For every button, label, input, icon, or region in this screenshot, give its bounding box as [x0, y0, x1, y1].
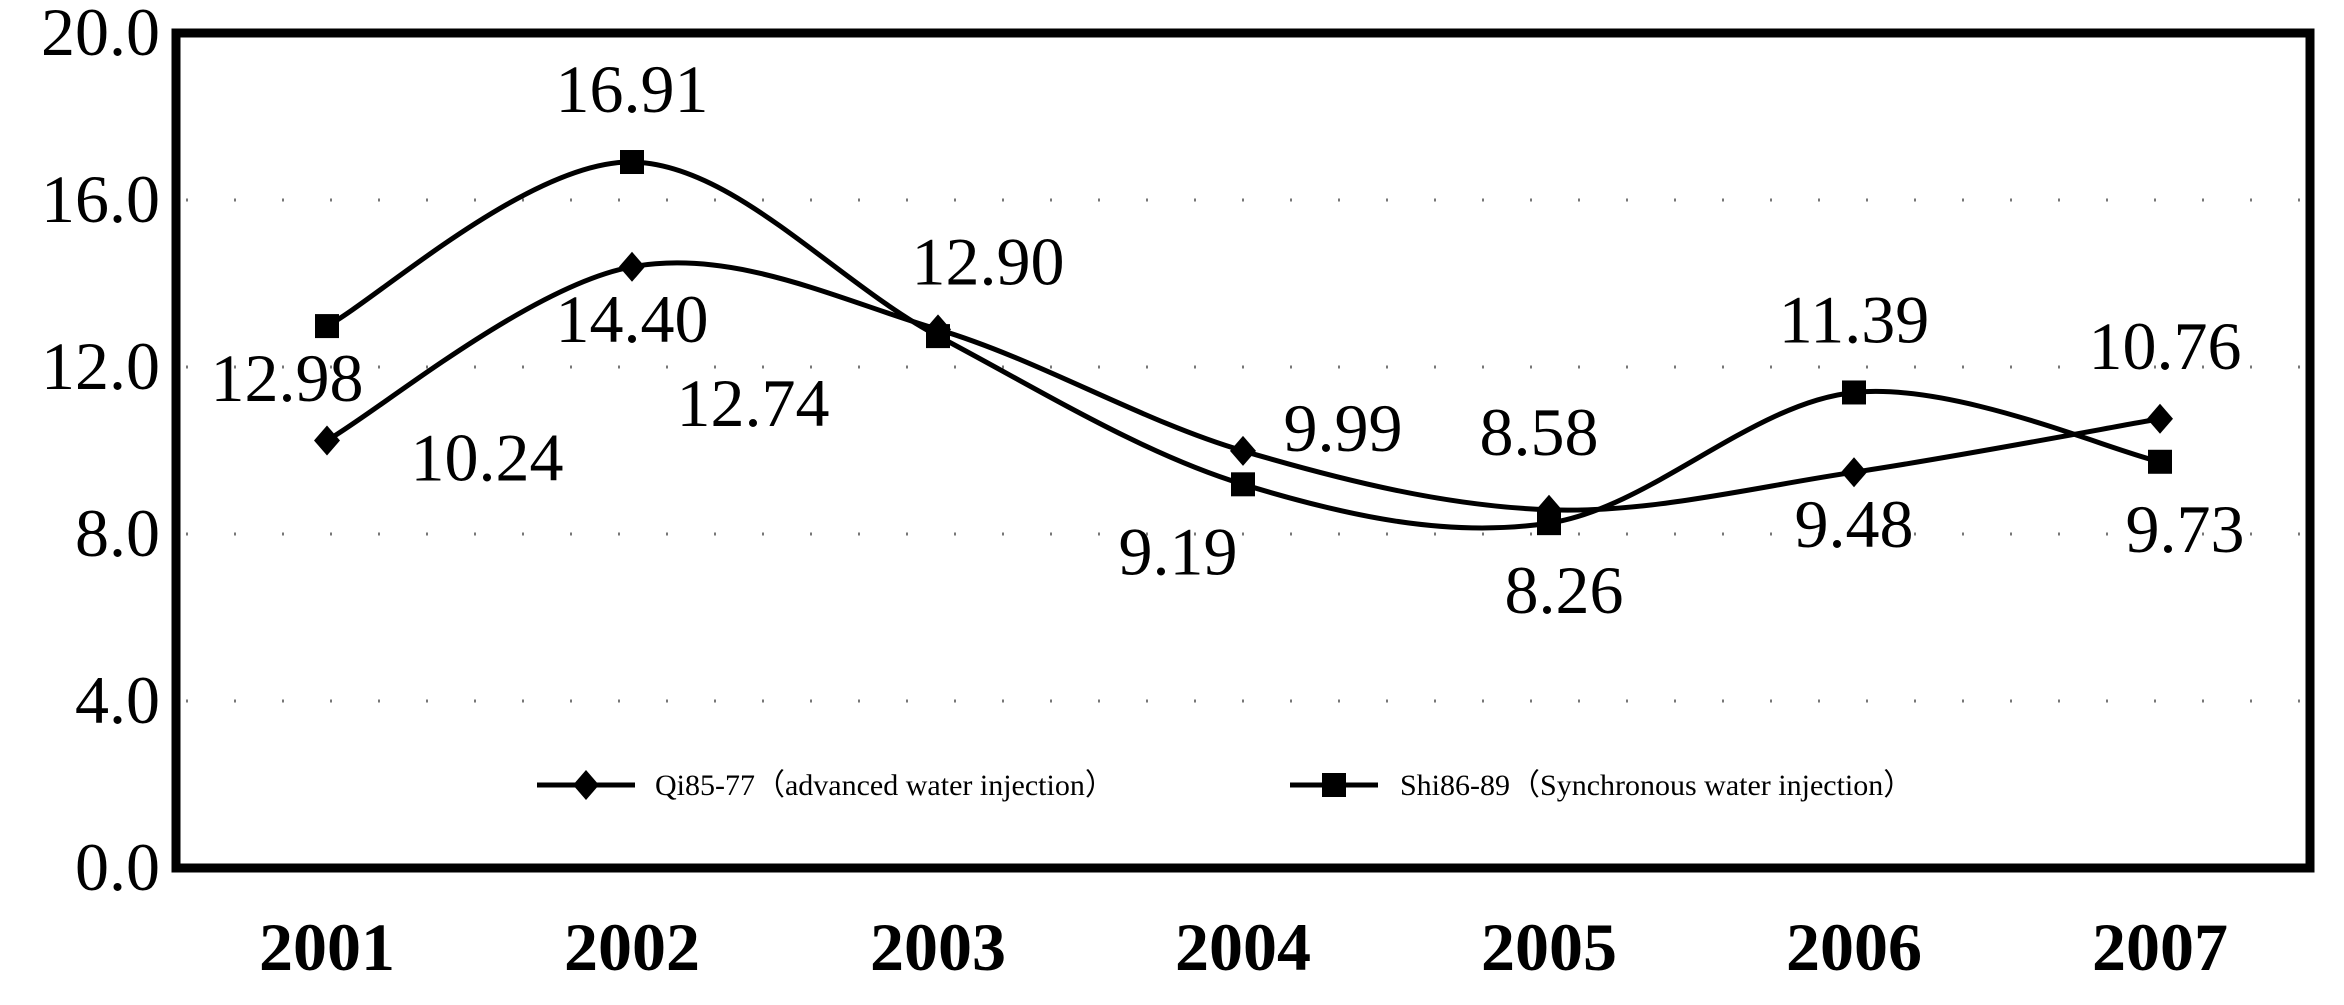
x-tick-label: 2006	[1786, 909, 1922, 985]
x-tick-label: 2007	[2092, 909, 2228, 985]
data-label: 9.99	[1284, 390, 1403, 466]
y-tick-label: 8.0	[75, 495, 160, 571]
data-label: 16.91	[556, 51, 709, 127]
square-point	[1842, 380, 1866, 405]
square-point	[1231, 472, 1255, 497]
data-label: 9.48	[1795, 486, 1914, 562]
legend-label-2: Shi86-89（Synchronous water injection）	[1400, 769, 1913, 802]
data-label: 10.24	[411, 419, 564, 495]
y-tick-label: 20.0	[41, 0, 160, 70]
diamond-point	[314, 425, 340, 456]
axes: 0.0 4.0 8.0 12.0 16.0 20.0 2001 2002 2003 2004 200…	[41, 0, 2228, 985]
square-point	[1537, 511, 1561, 536]
y-tick-label: 16.0	[41, 161, 160, 237]
data-label: 14.40	[556, 281, 709, 357]
diamond-point	[1841, 457, 1867, 488]
diamond-point	[1230, 435, 1256, 466]
square-point	[926, 324, 950, 349]
x-tick-label: 2005	[1481, 909, 1617, 985]
plot-frame	[171, 28, 2315, 873]
data-label: 9.73	[2126, 491, 2245, 567]
data-label: 10.76	[2089, 308, 2242, 384]
data-label: 11.39	[1779, 281, 1929, 357]
x-tick-label: 2004	[1175, 909, 1311, 985]
data-label: 9.19	[1119, 513, 1238, 589]
data-label: 8.58	[1480, 394, 1599, 470]
y-tick-label: 4.0	[75, 662, 160, 738]
diamond-point	[619, 251, 645, 282]
x-tick-label: 2003	[870, 909, 1006, 985]
square-point	[620, 150, 644, 175]
data-labels: 10.24 14.40 12.90 9.99 8.58 9.48 10.76 12.98 16.…	[211, 51, 2245, 628]
x-tick-label: 2002	[564, 909, 700, 985]
square-point	[315, 314, 339, 339]
legend-square-marker	[1322, 773, 1346, 797]
square-point	[2148, 449, 2172, 474]
legend-diamond-marker	[573, 770, 599, 800]
gridlines	[186, 198, 2300, 703]
data-label: 12.98	[211, 340, 364, 416]
diamond-point	[2147, 403, 2173, 434]
data-label: 12.90	[912, 223, 1065, 299]
legend: Qi85-77（advanced water injection） Shi86-8…	[537, 769, 1913, 802]
data-label: 12.74	[677, 365, 830, 441]
legend-label-1: Qi85-77（advanced water injection）	[655, 769, 1115, 802]
y-tick-label: 12.0	[41, 328, 160, 404]
series	[314, 150, 2173, 536]
x-tick-label: 2001	[259, 909, 395, 985]
y-tick-label: 0.0	[75, 829, 160, 905]
data-label: 8.26	[1505, 552, 1624, 628]
